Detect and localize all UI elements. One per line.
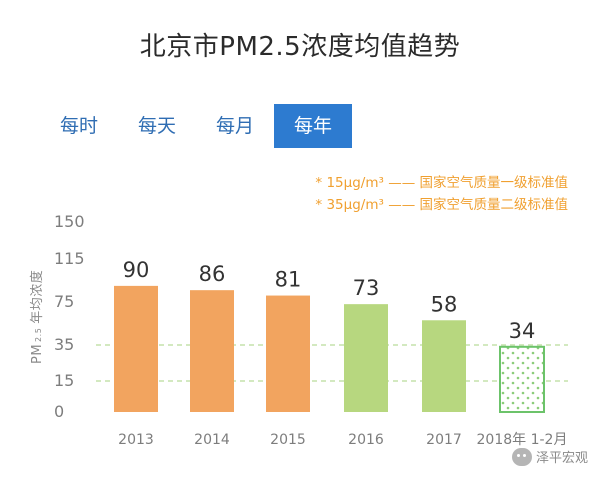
bar-2015 <box>266 295 310 412</box>
bar-2013 <box>114 285 158 412</box>
tab-hourly[interactable]: 每时 <box>59 115 98 137</box>
bar-value-label: 73 <box>353 276 380 300</box>
note-level-2: * 35μg/m³ —— 国家空气质量二级标准值 <box>315 197 568 213</box>
y-tick-label: 75 <box>54 292 74 311</box>
y-tick-label: 150 <box>54 212 85 231</box>
y-tick-label: 35 <box>54 335 74 354</box>
watermark-text: 泽平宏观 <box>535 451 588 466</box>
standard-notes: * 15μg/m³ —— 国家空气质量一级标准值 * 35μg/m³ —— 国家… <box>315 172 568 216</box>
bar-value-label: 58 <box>431 292 458 316</box>
note-level-1: * 15μg/m³ —— 国家空气质量一级标准值 <box>315 175 568 191</box>
x-tick-label: 2018年 1-2月 <box>477 432 568 448</box>
bar-value-label: 34 <box>509 319 536 343</box>
tab-daily[interactable]: 每天 <box>137 115 176 137</box>
bar-value-label: 86 <box>199 262 226 286</box>
bar-value-label: 90 <box>123 258 150 282</box>
bar-2016 <box>344 304 388 412</box>
y-tick-label: 115 <box>54 249 85 268</box>
x-tick-label: 2013 <box>118 432 154 448</box>
y-tick-label: 0 <box>54 402 64 421</box>
bar-2018年 1-2月 <box>499 345 545 413</box>
wechat-icon <box>511 447 532 466</box>
watermark: 泽平宏观 <box>511 447 588 466</box>
period-tabs: 每时 每天 每月 每年 <box>40 104 352 148</box>
tab-yearly[interactable]: 每年 <box>274 104 352 148</box>
chart-title: 北京市PM2.5浓度均值趋势 <box>139 32 461 62</box>
x-tick-label: 2016 <box>348 432 384 448</box>
bar-2017 <box>422 320 466 412</box>
x-tick-label: 2015 <box>270 432 306 448</box>
x-tick-label: 2017 <box>426 432 462 448</box>
x-tick-label: 2014 <box>194 432 230 448</box>
bar-2014 <box>190 290 234 412</box>
tab-monthly[interactable]: 每月 <box>215 115 254 137</box>
y-tick-label: 15 <box>54 371 74 390</box>
bar-value-label: 81 <box>275 268 302 292</box>
